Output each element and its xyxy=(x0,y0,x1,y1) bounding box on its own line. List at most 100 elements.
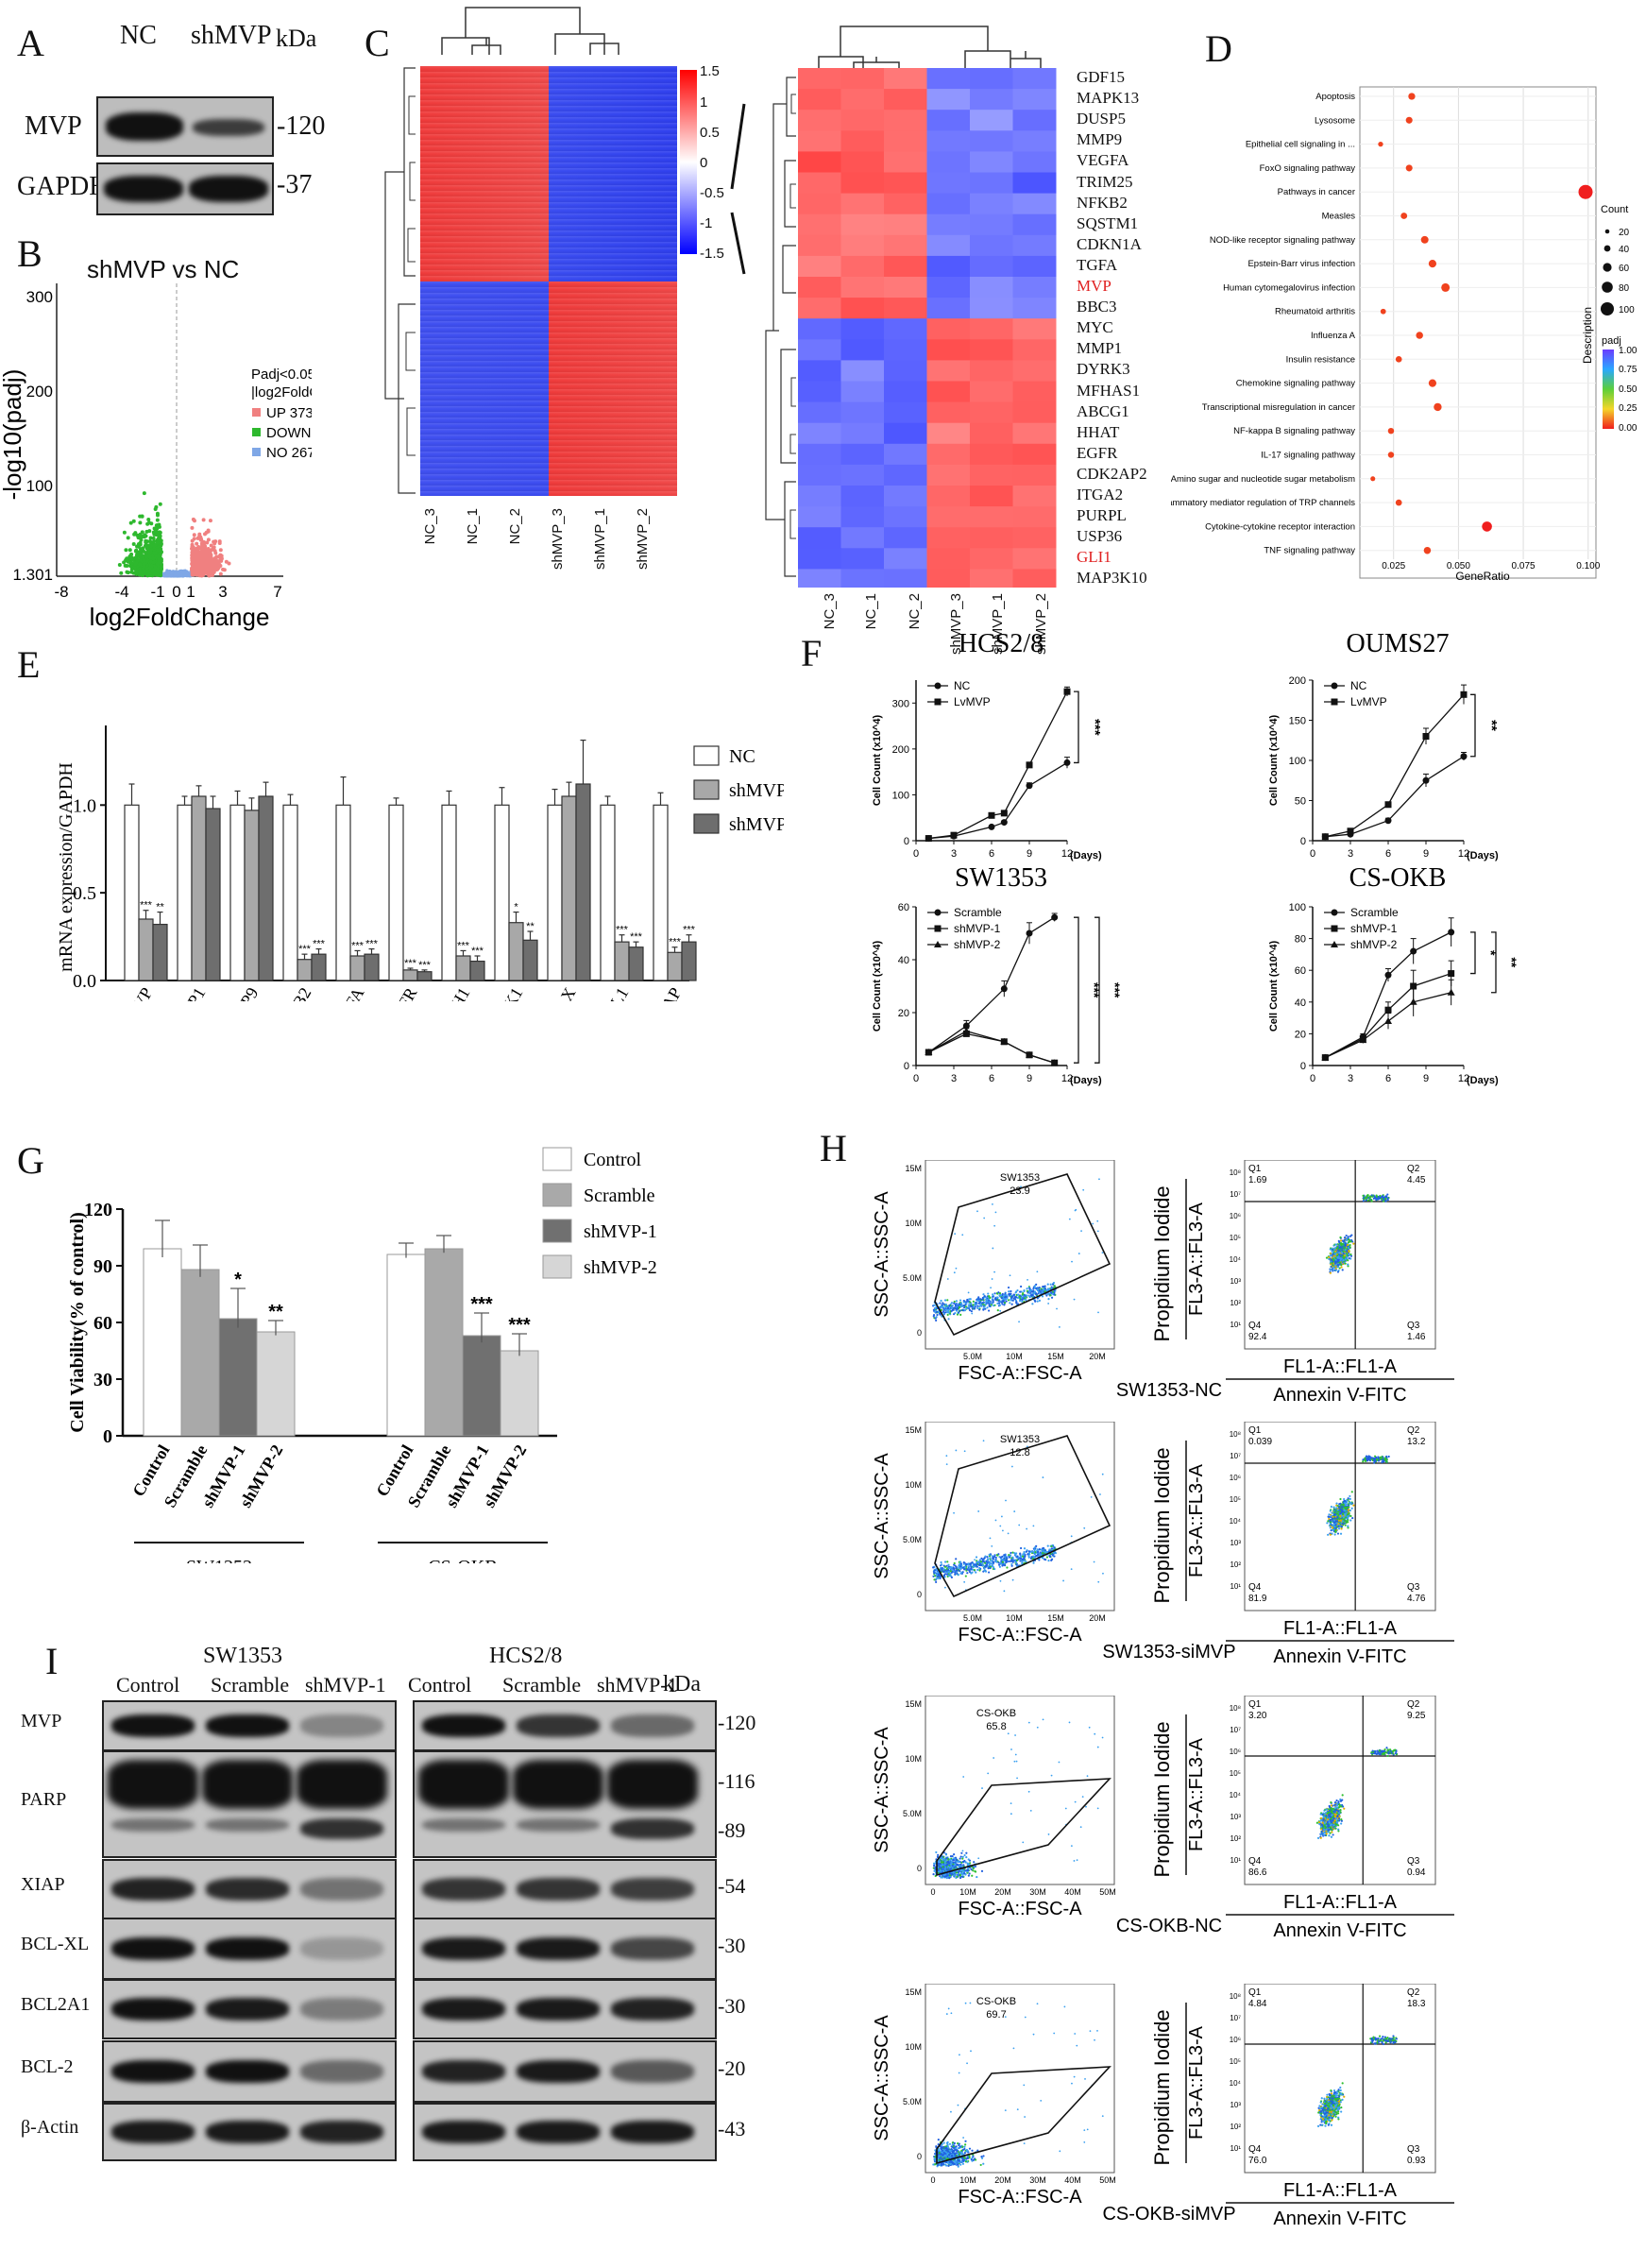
flow-event xyxy=(1344,1249,1347,1252)
flow-event xyxy=(968,1309,972,1312)
kegg-category-label: Epithelial cell signaling in ... xyxy=(1246,140,1355,150)
flow-event xyxy=(1003,1298,1006,1301)
e-category-label: XIAP xyxy=(649,984,685,1001)
kegg-point xyxy=(1405,116,1413,124)
flow-event xyxy=(1046,1544,1049,1547)
flow-event xyxy=(1001,1558,1004,1560)
flow-event xyxy=(959,1570,961,1573)
heatmap-cell xyxy=(970,443,1013,466)
flow-event xyxy=(1332,1506,1335,1509)
heatmap-cell xyxy=(840,339,885,361)
volcano-legend-no: NO 26701 xyxy=(266,445,312,461)
volcano-point xyxy=(212,539,216,544)
flow-event xyxy=(1338,1503,1341,1506)
flow-event xyxy=(983,1567,986,1570)
heatmap-cell xyxy=(926,255,971,278)
e-bar xyxy=(335,804,351,981)
flow-event xyxy=(958,1566,960,1569)
heatmap-cell xyxy=(926,527,971,549)
heatmap-cell xyxy=(798,422,841,445)
flow-event xyxy=(969,1298,972,1301)
flow-gate-name: SW1353 xyxy=(1000,1434,1040,1445)
heatmap-cell xyxy=(970,130,1013,152)
kegg-color-tick-4: 0.25 xyxy=(1619,403,1638,414)
heatmap-scale-tick-4: 0 xyxy=(700,155,708,171)
flow-event xyxy=(1329,1271,1332,1274)
flow-event xyxy=(1339,1236,1342,1239)
f-point xyxy=(1409,998,1417,1005)
heatmap-cell xyxy=(798,298,841,319)
kegg-color-tick-2: 0.75 xyxy=(1619,365,1638,375)
flow-event xyxy=(994,1556,997,1560)
flow-event xyxy=(934,1575,937,1577)
flow-event xyxy=(1340,1251,1344,1254)
flow-event xyxy=(1053,1293,1056,1296)
flow-event xyxy=(1042,1550,1044,1553)
heatmap-cell xyxy=(1012,172,1057,195)
f-point xyxy=(962,1027,971,1034)
kegg-size-80 xyxy=(1602,281,1613,293)
kegg-size-100-label: 100 xyxy=(1619,305,1635,315)
heatmap-cell xyxy=(1012,401,1057,424)
heatmap-gene-label: PURPL xyxy=(1077,506,1127,525)
flow-event xyxy=(1016,1296,1020,1300)
flow-event xyxy=(998,1292,1002,1295)
flow-event xyxy=(1014,1555,1017,1558)
flow-scatter-xtick: 15M xyxy=(1047,1352,1064,1361)
f-sig: ** xyxy=(1484,720,1500,731)
f-xtick: 3 xyxy=(1348,1073,1353,1084)
flow-event xyxy=(1345,1522,1348,1525)
f-legend-marker xyxy=(1331,941,1338,947)
flow-event xyxy=(1023,1552,1026,1555)
flow-event xyxy=(1332,1257,1334,1261)
g-legend-label: Control xyxy=(584,1150,642,1170)
flow-event xyxy=(962,1562,966,1565)
volcano-point xyxy=(202,556,207,561)
f-xtick: 0 xyxy=(1310,1073,1315,1084)
volcano-point xyxy=(154,531,159,536)
flow-event xyxy=(1023,1547,1027,1550)
e-category-label: EGFR xyxy=(382,984,420,1001)
f-ytick: 80 xyxy=(1295,934,1306,946)
heatmap-cell xyxy=(926,360,971,382)
flow-event xyxy=(1334,1269,1338,1271)
volcano-point xyxy=(192,569,196,573)
volcano-point xyxy=(156,554,161,558)
heatmap-dendrogram-right xyxy=(765,77,796,577)
g-legend-label: Scramble xyxy=(584,1185,655,1206)
volcano-ytick-1301: 1.301 xyxy=(12,566,53,584)
flow-event xyxy=(1327,1520,1330,1523)
e-sig: * xyxy=(514,902,518,913)
flow-event xyxy=(982,1558,985,1560)
flow-event xyxy=(1032,1289,1035,1292)
flow-event xyxy=(942,1568,945,1571)
f-point xyxy=(1000,810,1008,817)
volcano-xtick-m4: -4 xyxy=(114,583,128,601)
heatmap-cell xyxy=(798,213,841,236)
flow-event xyxy=(981,1298,984,1301)
e-legend-swatch xyxy=(693,745,720,766)
f-ylabel: Cell Count (x10^4) xyxy=(872,941,883,1032)
flow-event xyxy=(955,1569,958,1572)
volcano-point xyxy=(138,520,143,525)
flow-q4-label: Q4 xyxy=(1248,1321,1262,1331)
heatmap-cell xyxy=(970,234,1013,257)
flow-event xyxy=(934,1309,937,1312)
flow-gate-pct: 12.8 xyxy=(1010,1447,1029,1458)
flow-event xyxy=(958,1303,961,1305)
flow-event xyxy=(1051,1553,1054,1557)
f-ytick: 150 xyxy=(1289,716,1306,727)
flow-event xyxy=(1050,1547,1053,1550)
flow-event xyxy=(1340,1246,1343,1249)
flow-event xyxy=(997,1300,1000,1303)
heatmap-cell xyxy=(970,68,1013,90)
flow-event xyxy=(1347,1263,1349,1266)
f-point xyxy=(1422,733,1430,740)
kegg-xtick: 0.050 xyxy=(1447,561,1470,571)
heatmap-cell xyxy=(1012,68,1057,90)
heatmap-dendrogram-top-right xyxy=(818,26,1042,68)
heatmap-gene-label: HHAT xyxy=(1077,422,1120,441)
flow-event xyxy=(1329,1269,1332,1271)
f-point xyxy=(1384,1016,1392,1024)
e-legend-label: NC xyxy=(729,746,755,767)
